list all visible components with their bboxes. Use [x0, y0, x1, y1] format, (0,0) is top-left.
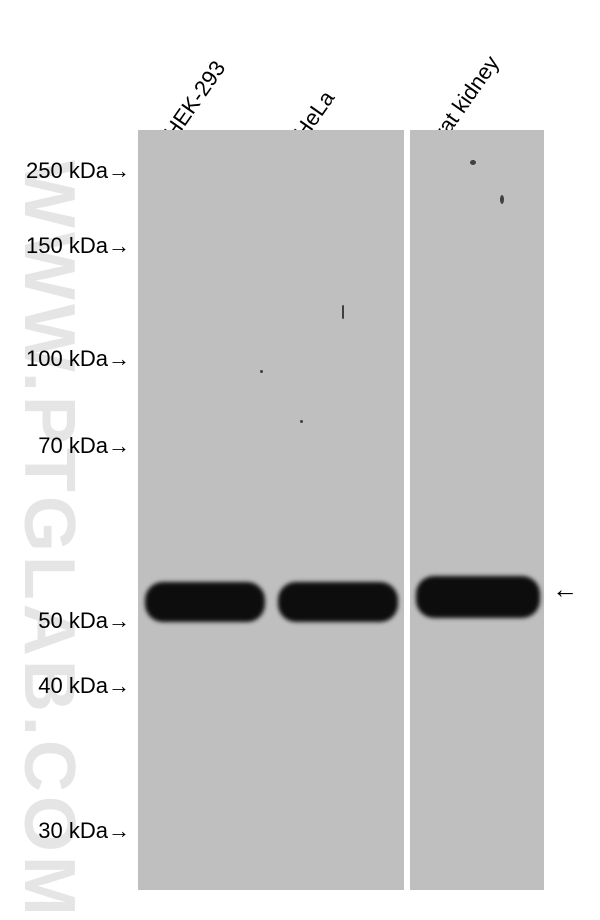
target-arrow-icon: ←	[552, 574, 578, 605]
mw-100-text: 100 kDa	[26, 346, 108, 371]
speck	[470, 160, 476, 165]
mw-150-text: 150 kDa	[26, 233, 108, 258]
speck	[342, 305, 344, 319]
mw-100: 100 kDa→	[10, 346, 130, 372]
arrow-icon: →	[108, 818, 130, 844]
mw-40-text: 40 kDa	[38, 673, 108, 698]
arrow-icon: →	[108, 608, 130, 634]
figure-root: WWW.PTGLAB.COM HEK-293 HeLa rat kidney 2…	[0, 0, 600, 903]
mw-50-text: 50 kDa	[38, 608, 108, 633]
mw-30-text: 30 kDa	[38, 818, 108, 843]
band-lane-2	[278, 582, 398, 622]
band-lane-3	[416, 576, 540, 618]
mw-40: 40 kDa→	[10, 673, 130, 699]
blot-panel-2	[410, 130, 544, 890]
speck	[500, 195, 504, 204]
mw-250: 250 kDa→	[10, 158, 130, 184]
speck	[300, 420, 303, 423]
mw-50: 50 kDa→	[10, 608, 130, 634]
blot-panel-1	[138, 130, 404, 890]
watermark-text: WWW.PTGLAB.COM	[8, 160, 90, 920]
mw-70: 70 kDa→	[10, 433, 130, 459]
mw-70-text: 70 kDa	[38, 433, 108, 458]
speck	[260, 370, 263, 373]
arrow-icon: →	[108, 346, 130, 372]
band-lane-1	[145, 582, 265, 622]
arrow-icon: →	[108, 158, 130, 184]
mw-30: 30 kDa→	[10, 818, 130, 844]
mw-250-text: 250 kDa	[26, 158, 108, 183]
arrow-icon: →	[108, 233, 130, 259]
arrow-icon: →	[108, 673, 130, 699]
arrow-icon: →	[108, 433, 130, 459]
mw-150: 150 kDa→	[10, 233, 130, 259]
